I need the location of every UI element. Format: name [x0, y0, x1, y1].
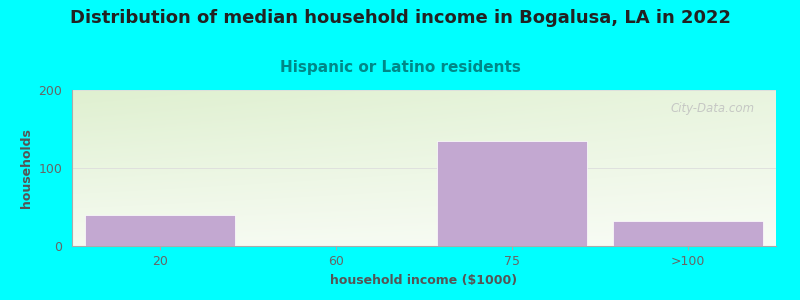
Bar: [437, 141, 586, 246]
Text: Hispanic or Latino residents: Hispanic or Latino residents: [279, 60, 521, 75]
Text: Distribution of median household income in Bogalusa, LA in 2022: Distribution of median household income …: [70, 9, 730, 27]
Y-axis label: households: households: [20, 128, 33, 208]
Bar: [86, 215, 235, 246]
Text: City-Data.com: City-Data.com: [670, 103, 755, 116]
Bar: [614, 221, 763, 246]
X-axis label: household income ($1000): household income ($1000): [330, 274, 518, 286]
